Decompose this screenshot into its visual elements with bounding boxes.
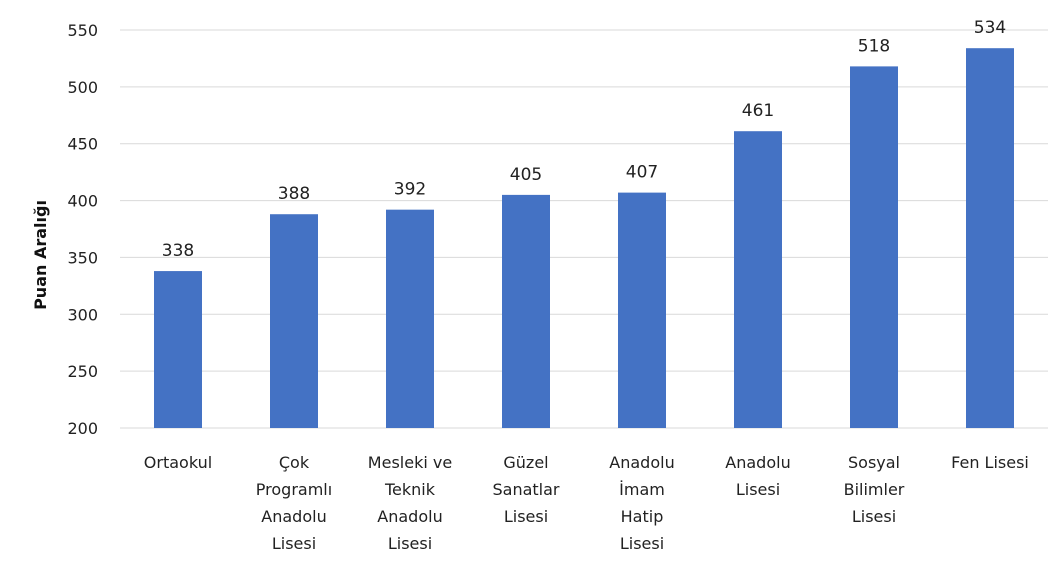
category-label-line: Teknik bbox=[384, 480, 436, 499]
category-label: Güzel Sanatlar Lisesi bbox=[492, 453, 559, 526]
category-label-line: Anadolu bbox=[261, 507, 326, 526]
bar bbox=[734, 131, 782, 428]
x-axis-categories: Ortaokul ÇokProgramlıAnadoluLisesiMesleki… bbox=[144, 453, 1029, 553]
y-axis-title: Puan Aralığı bbox=[31, 200, 50, 310]
category-label-line: Anadolu bbox=[725, 453, 790, 472]
y-tick-label: 500 bbox=[67, 78, 98, 97]
bar bbox=[502, 194, 550, 428]
category-label-line: Fen Lisesi bbox=[951, 453, 1029, 472]
category-label-line: Lisesi bbox=[388, 534, 432, 553]
y-tick-label: 400 bbox=[67, 192, 98, 211]
category-label: Anadolu Lisesi bbox=[725, 453, 790, 499]
y-tick-label: 300 bbox=[67, 305, 98, 324]
category-label: Çok Programlı Anadolu Lisesi bbox=[256, 453, 332, 553]
data-label: 392 bbox=[394, 180, 426, 200]
gridlines bbox=[120, 29, 1048, 429]
category-label-line: Sosyal bbox=[848, 453, 900, 472]
data-label: 518 bbox=[858, 36, 890, 56]
bar bbox=[850, 66, 898, 428]
category-label-line: Anadolu bbox=[609, 453, 674, 472]
category-label-line: Lisesi bbox=[852, 507, 896, 526]
category-label-line: Bilimler bbox=[844, 480, 905, 499]
y-tick-label: 550 bbox=[67, 21, 98, 40]
data-label: 407 bbox=[626, 163, 658, 183]
category-label-line: Sanatlar bbox=[492, 480, 559, 499]
category-label: Fen Lisesi bbox=[951, 453, 1029, 472]
y-tick-label: 450 bbox=[67, 135, 98, 154]
bars bbox=[154, 48, 1014, 429]
category-label: Mesleki ve Teknik Anadolu Lisesi bbox=[368, 453, 452, 553]
data-label: 534 bbox=[974, 18, 1006, 38]
category-label-line: Lisesi bbox=[620, 534, 664, 553]
y-axis-ticks: 200 250 300 350 400 450 500 550 bbox=[67, 21, 98, 438]
bar bbox=[270, 214, 318, 428]
category-label: Sosyal Bilimler Lisesi bbox=[844, 453, 905, 526]
category-label-line: Lisesi bbox=[272, 534, 316, 553]
bar bbox=[966, 48, 1014, 429]
y-tick-label: 350 bbox=[67, 248, 98, 267]
data-label: 338 bbox=[162, 241, 194, 261]
category-label-line: Ortaokul bbox=[144, 453, 212, 472]
bar bbox=[618, 192, 666, 428]
data-label: 388 bbox=[278, 184, 310, 204]
category-label-line: İmam bbox=[619, 480, 665, 499]
category-label: Ortaokul bbox=[144, 453, 212, 472]
y-tick-label: 200 bbox=[67, 419, 98, 438]
y-tick-label: 250 bbox=[67, 362, 98, 381]
category-label-line: Lisesi bbox=[504, 507, 548, 526]
category-label-line: Programlı bbox=[256, 480, 332, 499]
data-label: 405 bbox=[510, 165, 542, 185]
bar bbox=[154, 271, 202, 428]
bar bbox=[386, 209, 434, 428]
category-label-line: Lisesi bbox=[736, 480, 780, 499]
category-label-line: Çok bbox=[279, 453, 310, 472]
category-label-line: Hatip bbox=[621, 507, 664, 526]
data-labels: 338 388 392 405 407 461 518 534 bbox=[162, 18, 1006, 261]
category-label-line: Mesleki ve bbox=[368, 453, 452, 472]
category-label: Anadolu İmam Hatip Lisesi bbox=[609, 453, 674, 553]
data-label: 461 bbox=[742, 101, 774, 121]
category-label-line: Anadolu bbox=[377, 507, 442, 526]
category-label-line: Güzel bbox=[503, 453, 548, 472]
